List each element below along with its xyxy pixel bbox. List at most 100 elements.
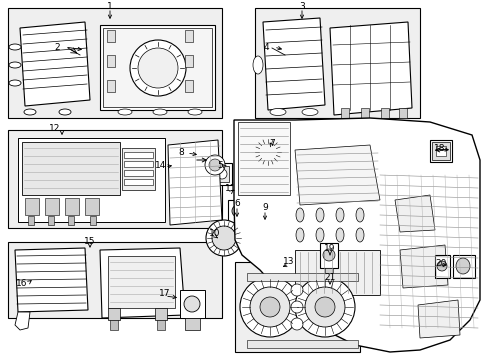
Bar [235,262,359,352]
Circle shape [208,159,221,171]
Ellipse shape [9,80,21,86]
Bar [234,183,249,202]
Bar [108,308,120,320]
Text: 3: 3 [299,1,304,10]
Bar [236,185,247,200]
Polygon shape [394,195,434,232]
Bar [194,158,203,169]
Bar [213,163,231,185]
Ellipse shape [315,208,324,222]
Text: 1: 1 [107,1,113,10]
Bar [238,122,289,195]
Circle shape [260,297,280,317]
Text: 11: 11 [225,184,236,193]
Text: 13: 13 [283,257,294,266]
Ellipse shape [187,109,202,115]
Bar [429,140,451,162]
Circle shape [212,226,236,250]
Circle shape [231,205,244,217]
Text: 10: 10 [209,229,220,238]
Bar [216,166,228,182]
Text: 14: 14 [155,161,166,170]
Bar [28,216,34,225]
Bar [18,138,164,222]
Text: 15: 15 [84,237,96,246]
Ellipse shape [355,208,363,222]
Circle shape [204,155,224,175]
Ellipse shape [295,228,304,242]
Ellipse shape [252,56,263,74]
Bar [124,179,153,185]
Ellipse shape [355,228,363,242]
Circle shape [323,249,334,261]
Bar [260,226,280,238]
Bar [110,320,118,330]
Ellipse shape [315,228,324,242]
Ellipse shape [9,62,21,68]
Ellipse shape [295,208,304,222]
Bar [25,198,39,215]
Ellipse shape [153,109,167,115]
Text: 17: 17 [159,288,170,297]
Bar [321,282,337,298]
Ellipse shape [118,109,132,115]
Bar [452,255,474,278]
Text: 18: 18 [433,144,445,153]
Bar [431,142,449,160]
Bar [107,80,115,92]
Bar [294,250,379,295]
Bar [184,80,193,92]
Bar [8,242,222,318]
Bar [65,198,79,215]
Text: 21: 21 [324,274,335,283]
Circle shape [240,277,299,337]
Circle shape [305,287,345,327]
Bar [187,152,209,175]
Text: 20: 20 [434,258,446,267]
Bar [246,273,357,281]
Circle shape [290,301,303,313]
Polygon shape [263,18,325,110]
Polygon shape [329,22,411,115]
Circle shape [138,48,178,88]
Circle shape [314,297,334,317]
Bar [22,142,120,195]
Bar [319,280,339,300]
Ellipse shape [335,208,343,222]
Text: 12: 12 [49,123,61,132]
Bar [45,198,59,215]
Bar [191,155,206,172]
Polygon shape [399,245,447,288]
Ellipse shape [335,228,343,242]
Circle shape [294,277,354,337]
Bar [68,216,74,225]
Bar [107,30,115,42]
Ellipse shape [269,108,285,116]
Circle shape [290,284,303,296]
Bar [103,28,212,107]
Bar [108,256,175,308]
Bar [435,146,445,156]
Bar [100,25,215,110]
Polygon shape [15,248,88,312]
Bar [124,170,153,176]
Bar [107,55,115,67]
Bar [434,255,449,278]
Circle shape [290,318,303,330]
Bar [184,55,193,67]
Bar [8,8,222,118]
Text: 2: 2 [54,42,60,51]
Polygon shape [294,145,379,205]
Circle shape [235,208,241,214]
Circle shape [217,169,226,179]
Bar [319,243,337,268]
Bar [124,152,153,158]
Ellipse shape [9,44,21,50]
Bar [184,318,200,330]
Circle shape [205,220,242,256]
Bar [398,108,406,118]
Bar [48,216,54,225]
Text: 16: 16 [16,279,28,288]
Text: 9: 9 [262,202,267,212]
Polygon shape [417,300,459,338]
